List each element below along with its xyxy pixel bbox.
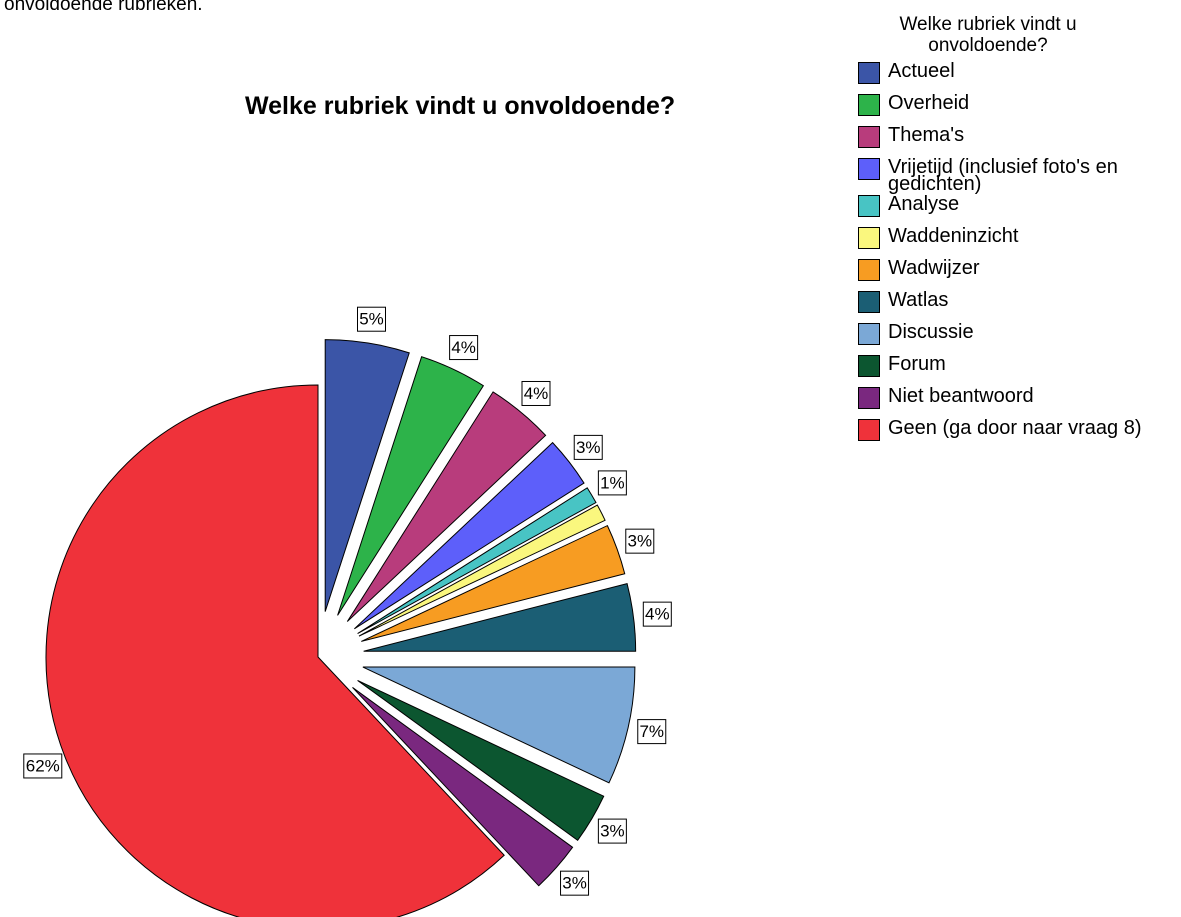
legend-label: Watlas (888, 289, 949, 311)
pie-slice-niet-beantwoord (352, 687, 574, 887)
legend-label: Actueel (888, 60, 955, 82)
data-label: 3% (560, 870, 590, 896)
legend-swatch (858, 323, 880, 345)
pie-chart: 5% 4% 4% 3% 1% 3% 4% 7% 3% 3% 62% (23, 306, 672, 917)
data-label-text: 62% (26, 756, 60, 775)
legend-label: Niet beantwoord (888, 385, 1034, 407)
legend-swatch (858, 419, 880, 441)
pie-slice-waddeninzicht (358, 504, 606, 637)
legend-label: Analyse (888, 193, 960, 215)
legend-item: Actueel (858, 60, 1181, 92)
data-label-box (597, 818, 627, 844)
data-label-box (625, 528, 655, 554)
legend-item: Niet beantwoord (858, 385, 1181, 417)
legend-swatch (858, 387, 880, 409)
data-label-box (357, 306, 387, 332)
legend-label: Waddeninzicht (888, 225, 1019, 247)
data-label-box (642, 601, 672, 627)
data-label: 3% (625, 528, 655, 554)
pie-slice-overheid (337, 356, 485, 616)
legend-item: Analyse (858, 193, 1181, 225)
legend-item: Wadwijzer (858, 257, 1181, 289)
data-label: 1% (597, 470, 627, 496)
data-label-text: 3% (600, 822, 625, 841)
caption-text: onvoldoende rubrieken. (4, 0, 203, 15)
data-label: 7% (637, 719, 667, 745)
data-label-text: 3% (562, 874, 587, 893)
legend-item: Overheid (858, 92, 1181, 124)
data-label: 3% (597, 818, 627, 844)
data-label: 5% (357, 306, 387, 332)
data-label-box (521, 380, 551, 406)
legend-swatch (858, 259, 880, 281)
data-label-box (637, 719, 667, 745)
pie-slice-analyse (357, 487, 597, 635)
data-label-box (573, 434, 603, 460)
pie-slice-watlas (363, 582, 637, 652)
legend-label: Vrijetijd (inclusief foto's en gedichten… (888, 156, 1118, 195)
data-label-text: 4% (645, 605, 670, 624)
data-label: 62% (23, 753, 63, 779)
legend-swatch (858, 62, 880, 84)
data-label-text: 4% (524, 384, 549, 403)
legend-item: Discussie (858, 321, 1181, 353)
pie-slice-vrijetijd-inclusief-foto-s-en-gedichten (354, 441, 585, 630)
legend: Welke rubriek vindt u onvoldoende? Actue… (858, 14, 1181, 449)
pie-slice-actueel (324, 339, 410, 612)
data-label: 4% (449, 335, 479, 361)
legend-swatch (858, 291, 880, 313)
pie-slice-thema-s (346, 391, 547, 622)
data-label-text: 3% (576, 438, 601, 457)
legend-label: Wadwijzer (888, 257, 980, 279)
legend-label: Overheid (888, 92, 970, 114)
pie-slice-wadwijzer (361, 524, 626, 642)
data-label-text: 4% (451, 338, 476, 357)
legend-label: Discussie (888, 321, 974, 343)
data-label-box (560, 870, 590, 896)
chart-title: Welke rubriek vindt u onvoldoende? (245, 92, 676, 120)
legend-swatch (858, 355, 880, 377)
pie-slice-discussie (362, 666, 636, 784)
legend-title: Welke rubriek vindt u onvoldoende? (899, 14, 1077, 56)
pie-slice-geen-ga-door-naar-vraag-8 (45, 384, 505, 917)
data-label: 4% (521, 380, 551, 406)
legend-item: Geen (ga door naar vraag 8) (858, 417, 1181, 449)
data-label-text: 3% (627, 532, 652, 551)
legend-label: Geen (ga door naar vraag 8) (888, 417, 1142, 439)
legend-item: Thema's (858, 124, 1181, 156)
data-label: 4% (642, 601, 672, 627)
legend-label: Forum (888, 353, 946, 375)
data-label-box (449, 335, 479, 361)
data-label-text: 7% (639, 722, 664, 741)
legend-item: Vrijetijd (inclusief foto's en gedichten… (858, 156, 1181, 195)
data-label-text: 5% (359, 310, 384, 329)
legend-swatch (858, 195, 880, 217)
legend-swatch (858, 227, 880, 249)
data-label: 3% (573, 434, 603, 460)
legend-swatch (858, 158, 880, 180)
legend-label: Thema's (888, 124, 965, 146)
data-label-text: 1% (600, 473, 625, 492)
legend-swatch (858, 94, 880, 116)
data-label-box (23, 753, 63, 779)
legend-swatch (858, 126, 880, 148)
legend-items: Actueel Overheid Thema's Vrijetijd (inclusi… (858, 60, 1181, 449)
legend-item: Waddeninzicht (858, 225, 1181, 257)
legend-item: Watlas (858, 289, 1181, 321)
legend-item: Forum (858, 353, 1181, 385)
pie-slice-forum (357, 679, 605, 841)
data-label-box (597, 470, 627, 496)
